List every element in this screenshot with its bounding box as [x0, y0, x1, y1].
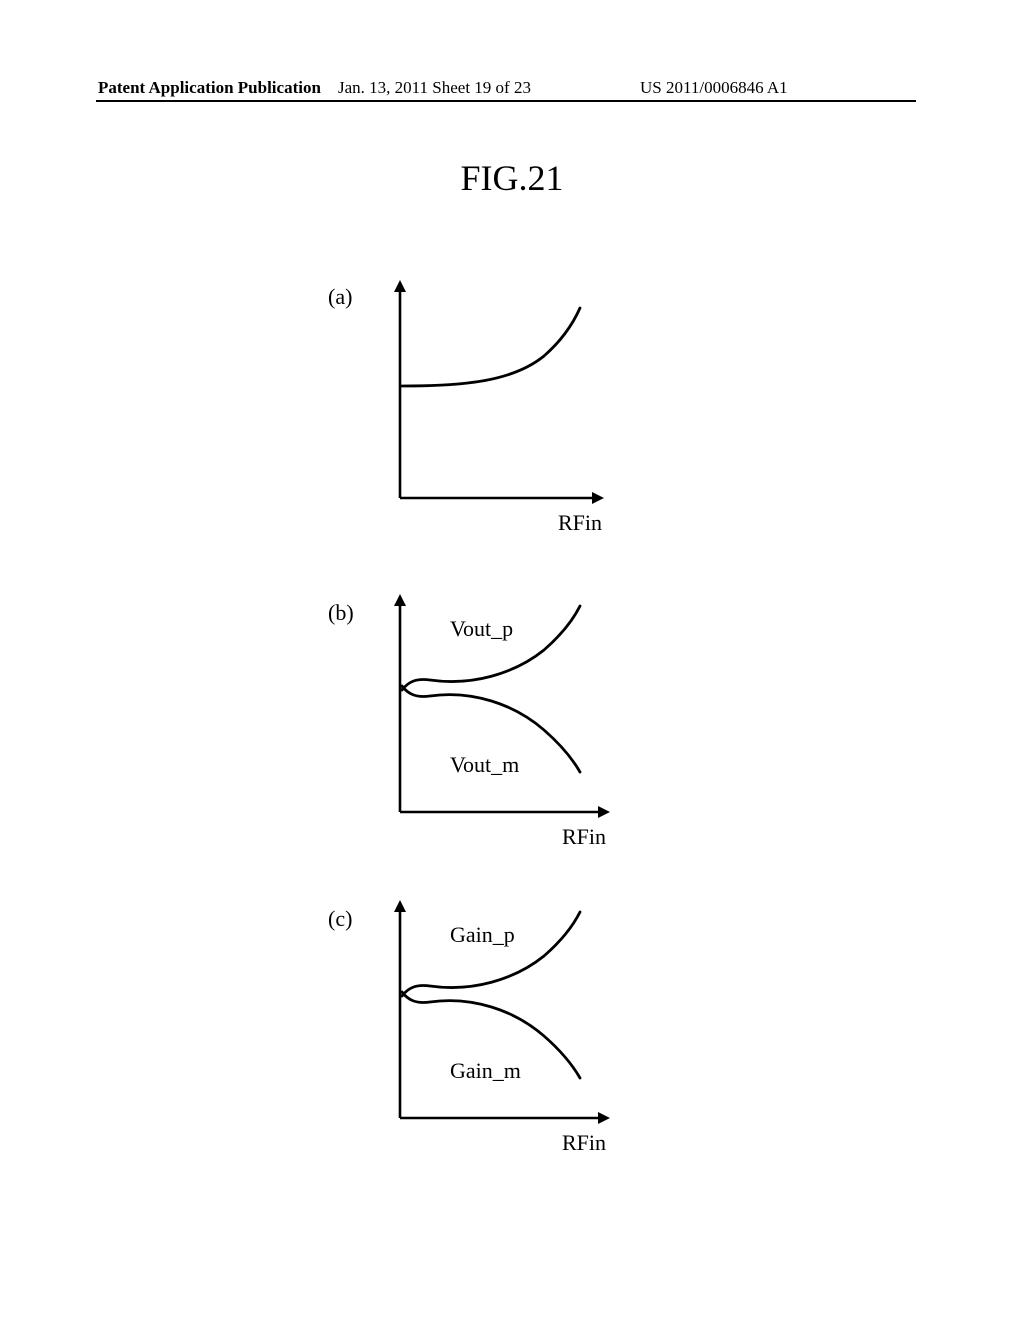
svg-text:Gain_m: Gain_m [450, 1058, 521, 1083]
panel-c-svg: (c) Gain_p Gain_m RFin [322, 900, 682, 1156]
panel-c: (c) Gain_p Gain_m RFin [322, 900, 682, 1156]
panel-a-tag: (a) [328, 284, 352, 309]
panel-a: (a) RFin [322, 278, 682, 534]
figure-title: FIG.21 [0, 157, 1024, 199]
header-rule [96, 100, 916, 102]
page: Patent Application Publication Jan. 13, … [0, 0, 1024, 1320]
panel-a-curves [402, 308, 580, 386]
panel-b-labels: Vout_p Vout_m [450, 616, 519, 777]
svg-text:Gain_p: Gain_p [450, 922, 515, 947]
header-left: Patent Application Publication [98, 78, 321, 98]
header-mid: Jan. 13, 2011 Sheet 19 of 23 [338, 78, 531, 98]
svg-text:Vout_m: Vout_m [450, 752, 519, 777]
panel-b-svg: (b) Vout_p Vout_m RFin [322, 594, 682, 850]
panel-c-xlabel: RFin [562, 1130, 606, 1155]
panel-b: (b) Vout_p Vout_m RFin [322, 594, 682, 850]
panel-b-xlabel: RFin [562, 824, 606, 849]
panel-a-svg: (a) RFin [322, 278, 682, 534]
panel-c-tag: (c) [328, 906, 352, 931]
panel-a-xlabel: RFin [558, 510, 602, 534]
panel-c-labels: Gain_p Gain_m [450, 922, 521, 1083]
panel-b-tag: (b) [328, 600, 354, 625]
svg-text:Vout_p: Vout_p [450, 616, 513, 641]
header-right: US 2011/0006846 A1 [640, 78, 788, 98]
